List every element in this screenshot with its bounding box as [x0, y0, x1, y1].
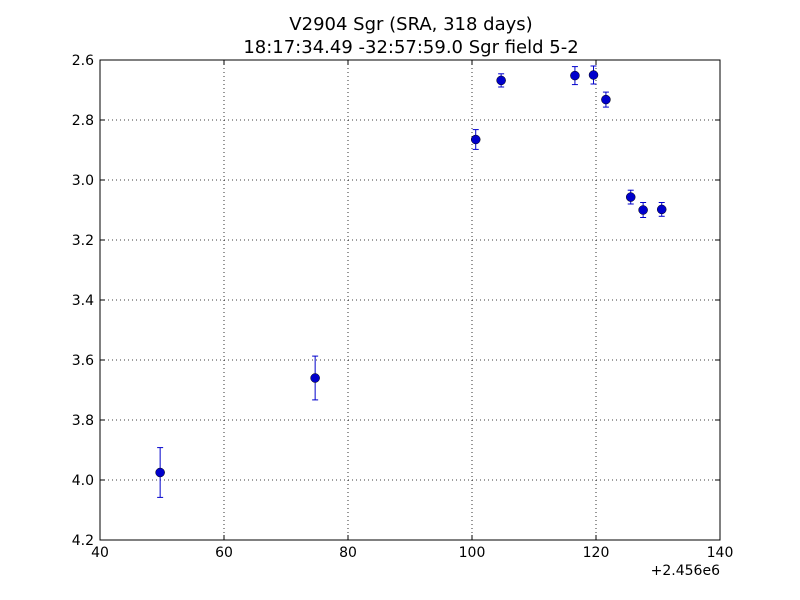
x-tick-label: 80 — [339, 545, 357, 561]
x-tick-label: 140 — [707, 545, 734, 561]
y-tick-label: 2.8 — [72, 113, 94, 129]
data-point — [656, 204, 667, 215]
data-point — [638, 205, 648, 215]
data-point — [496, 75, 506, 86]
y-tick-label: 3.6 — [72, 353, 94, 369]
y-tick-label: 4.2 — [72, 533, 94, 549]
chart-title: V2904 Sgr (SRA, 318 days) — [289, 14, 532, 35]
data-point — [570, 70, 580, 81]
data-point — [155, 467, 165, 478]
plot-frame — [99, 59, 721, 541]
x-tick-label: 40 — [91, 545, 109, 561]
tick-labels: 40 60 80 100 120 140 2.6 2.8 3.0 3.2 3.4 3.6 3.8 4.0 4… — [72, 53, 734, 561]
data-point — [588, 70, 599, 80]
y-tick-label: 4.0 — [72, 473, 94, 489]
x-offset-label: +2.456e6 — [651, 563, 720, 579]
y-tick-label: 3.2 — [72, 233, 94, 249]
data-point — [310, 373, 320, 383]
data-point — [625, 192, 636, 202]
x-tick-label: 100 — [459, 545, 486, 561]
x-tick-label: 60 — [215, 545, 233, 561]
data-points — [155, 65, 667, 498]
y-tick-label: 3.4 — [72, 293, 94, 309]
x-tick-label: 120 — [583, 545, 610, 561]
data-point — [601, 94, 611, 105]
y-tick-label: 3.0 — [72, 173, 94, 189]
grid-lines — [100, 60, 720, 540]
chart-subtitle: 18:17:34.49 -32:57:59.0 Sgr field 5-2 — [243, 37, 578, 58]
y-tick-label: 3.8 — [72, 413, 94, 429]
data-point — [470, 134, 481, 145]
y-tick-label: 2.6 — [72, 53, 94, 69]
